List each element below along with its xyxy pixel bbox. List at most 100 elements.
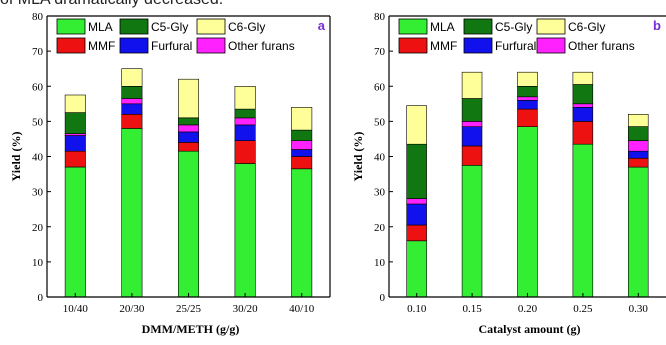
legend-label-c6-gly: C6-Gly [568,20,605,34]
bar-mmf-2 [178,142,200,152]
legend-label-c5-gly: C5-Gly [495,20,532,34]
chart-panel-a: 10/40 20/30 25/25 30/20 40/10 0 10 20 30 40 50 60 70… [9,11,331,336]
legend-swatch-mla [56,18,86,35]
chart-panel-b: 0.10 0.15 0.20 0.25 0.30 0 10 20 30 40 50 60 70 80 Cat… [351,11,666,336]
legend-label-furfural: Furfural [151,39,192,53]
legend-label-other-furans: Other furans [568,39,635,53]
bar-furfural-2 [178,131,200,143]
y-tick-label-6: 60 [32,81,44,93]
bar-mla-0 [64,166,86,298]
bar-c6-gly-2 [517,71,538,87]
y-axis-label: Yield (%) [351,132,365,182]
legend-label-mla: MLA [430,20,455,34]
legend: MLA C5-Gly C6-Gly MMF Furfural Other furans [56,18,295,54]
x-axis-label: DMM/METH (g/g) [142,322,240,336]
bar-c6-gly-2 [178,78,200,119]
x-tick-label-4: 0.30 [629,303,649,315]
bar-c6-gly-0 [64,94,86,113]
bar-mmf-1 [121,114,143,129]
bar-other-furans-3 [572,103,594,108]
legend: MLA C5-Gly C6-Gly MMF Furfural Other furans [398,18,635,54]
x-tick-label-1: 0.15 [462,303,482,315]
bar-c5-gly-3 [572,84,594,105]
x-tick-label-3: 0.25 [573,303,593,315]
legend-swatch-furfural [463,37,493,54]
bar-other-furans-2 [178,124,200,133]
bar-mmf-0 [406,224,427,242]
legend-swatch-c6-gly [536,18,566,35]
bar-mmf-2 [517,108,538,127]
bar-furfural-3 [234,124,256,142]
legend-swatch-furfural [119,37,149,54]
bar-mla-1 [121,128,143,298]
bar-c5-gly-1 [121,86,143,99]
x-tick-label-1: 20/30 [119,303,145,315]
bar-other-furans-1 [461,121,483,128]
legend-swatch-c5-gly [463,18,493,35]
bar-furfural-0 [64,135,86,152]
bar-furfural-1 [461,126,483,147]
x-tick-label-2: 0.20 [518,303,538,315]
legend-label-furfural: Furfural [495,39,536,53]
bar-c6-gly-3 [572,71,594,85]
bar-c6-gly-0 [406,105,427,145]
bar-c6-gly-3 [234,86,256,110]
y-tick-label-2: 20 [374,222,386,234]
x-tick-label-3: 30/20 [233,303,259,315]
panel-label: b [653,18,661,33]
y-tick-label-2: 20 [32,222,44,234]
bar-furfural-0 [406,203,427,226]
legend-label-mmf: MMF [430,39,457,53]
bar-c5-gly-0 [406,143,427,199]
bar-furfural-2 [517,100,538,110]
y-tick-label-7: 70 [374,46,386,58]
bar-mla-2 [178,150,200,298]
y-tick-label-0: 0 [38,292,44,304]
y-tick-label-4: 40 [32,152,44,164]
y-tick-label-5: 50 [32,116,44,128]
bar-other-furans-3 [234,117,256,126]
bar-other-furans-0 [406,198,427,205]
legend-label-c5-gly: C5-Gly [151,20,188,34]
bar-mla-4 [627,166,649,298]
bar-other-furans-1 [121,98,143,105]
bar-mla-0 [406,240,427,298]
legend-label-other-furans: Other furans [228,39,295,53]
y-axis-label: Yield (%) [9,132,23,182]
y-tick-label-3: 30 [32,187,44,199]
x-axis-label: Catalyst amount (g) [479,322,581,336]
bar-c5-gly-4 [291,129,313,141]
bar-mmf-3 [572,121,594,145]
y-tick-label-4: 40 [374,152,386,164]
x-tick-label-0: 0.10 [407,303,427,315]
legend-swatch-mmf [398,37,428,54]
legend-label-mla: MLA [88,20,113,34]
bar-mla-1 [461,165,483,298]
bar-c5-gly-1 [461,98,483,122]
y-tick-label-8: 80 [32,11,44,23]
bar-mla-2 [517,126,538,298]
bar-c5-gly-4 [627,126,649,141]
y-tick-label-0: 0 [380,292,386,304]
bar-other-furans-4 [627,140,649,152]
x-tick-label-2: 25/25 [176,303,202,315]
bar-mmf-4 [291,156,313,170]
bar-other-furans-2 [517,96,538,101]
bar-c5-gly-2 [178,117,200,126]
bar-c5-gly-0 [64,112,86,134]
legend-swatch-c6-gly [196,18,226,35]
y-tick-label-7: 70 [32,46,44,58]
bar-mmf-0 [64,150,86,168]
bar-c6-gly-4 [627,114,649,127]
bar-other-furans-4 [291,140,313,150]
panel-label: a [318,18,326,33]
x-tick-label-4: 40/10 [289,303,315,315]
bar-c5-gly-2 [517,86,538,98]
bar-mmf-1 [461,145,483,166]
legend-swatch-c5-gly [119,18,149,35]
bar-c6-gly-1 [121,68,143,87]
legend-swatch-mla [398,18,428,35]
bar-furfural-4 [291,149,313,157]
y-tick-label-1: 10 [374,257,386,269]
y-tick-label-8: 80 [374,11,386,23]
